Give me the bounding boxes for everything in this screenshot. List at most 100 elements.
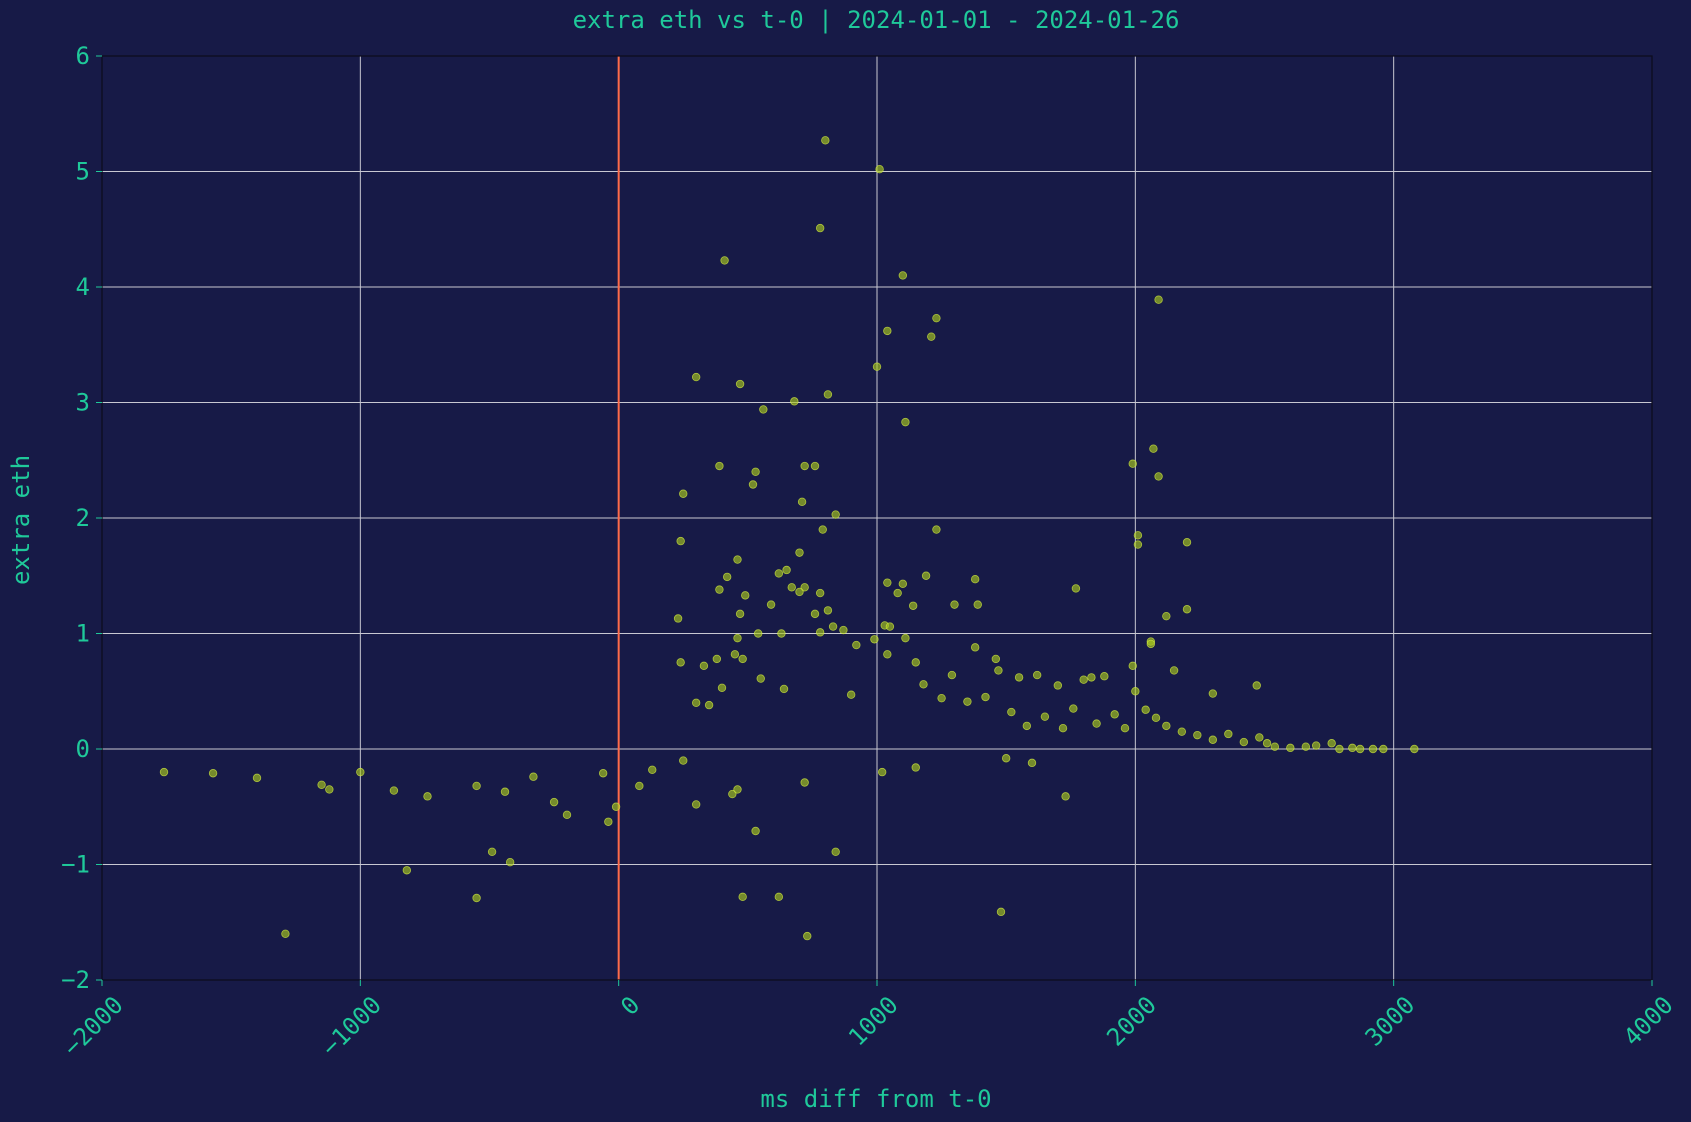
data-point bbox=[852, 640, 861, 650]
data-point bbox=[1061, 792, 1070, 801]
data-point bbox=[970, 575, 980, 584]
data-points bbox=[159, 136, 1419, 941]
data-point bbox=[549, 797, 559, 807]
data-point bbox=[821, 136, 830, 145]
data-point bbox=[733, 633, 742, 643]
data-point bbox=[810, 461, 820, 471]
data-point bbox=[1120, 724, 1130, 733]
data-point bbox=[818, 525, 827, 534]
data-point bbox=[1162, 721, 1171, 731]
data-point bbox=[1255, 733, 1264, 742]
data-point bbox=[598, 769, 608, 778]
data-point bbox=[738, 654, 747, 664]
data-point bbox=[1327, 739, 1336, 748]
data-point bbox=[722, 572, 732, 582]
data-point bbox=[1154, 472, 1163, 481]
data-point bbox=[921, 571, 931, 580]
data-point bbox=[1262, 739, 1272, 748]
data-point bbox=[883, 578, 892, 587]
data-point bbox=[872, 362, 882, 371]
data-point bbox=[402, 866, 412, 875]
data-point bbox=[1069, 704, 1078, 713]
data-point bbox=[751, 467, 760, 476]
data-point bbox=[753, 629, 763, 638]
data-point bbox=[1182, 538, 1192, 547]
data-point bbox=[1133, 540, 1143, 549]
data-point bbox=[159, 767, 169, 777]
data-point bbox=[996, 907, 1006, 917]
data-point bbox=[782, 565, 791, 575]
data-point bbox=[1141, 705, 1150, 714]
data-point bbox=[1131, 687, 1140, 696]
data-point bbox=[831, 847, 840, 856]
data-point bbox=[717, 683, 727, 692]
data-point bbox=[823, 390, 833, 399]
data-point bbox=[919, 680, 928, 689]
data-point bbox=[733, 785, 742, 794]
data-point bbox=[1133, 531, 1143, 540]
data-point bbox=[691, 800, 701, 809]
data-point bbox=[901, 633, 910, 643]
data-point bbox=[676, 658, 685, 667]
data-point bbox=[1027, 758, 1037, 768]
data-point bbox=[472, 781, 481, 791]
data-point bbox=[1169, 666, 1179, 675]
data-point bbox=[1286, 743, 1295, 753]
data-point bbox=[1128, 459, 1137, 468]
data-point bbox=[870, 635, 879, 644]
data-point bbox=[741, 591, 750, 600]
data-point bbox=[779, 684, 789, 694]
data-point bbox=[994, 666, 1003, 675]
data-point bbox=[810, 609, 820, 619]
y-tick-label: 0 bbox=[76, 735, 90, 763]
data-point bbox=[1162, 611, 1171, 621]
data-point bbox=[715, 585, 724, 594]
data-point bbox=[1270, 742, 1280, 751]
data-point bbox=[720, 256, 729, 265]
data-point bbox=[828, 622, 838, 631]
data-point bbox=[774, 569, 784, 578]
data-point bbox=[679, 489, 688, 498]
data-point bbox=[901, 417, 910, 427]
y-tick-label: 4 bbox=[76, 273, 90, 301]
y-tick-label: −2 bbox=[61, 966, 90, 994]
data-point bbox=[815, 628, 825, 637]
data-point bbox=[730, 650, 740, 659]
grid-lines bbox=[101, 55, 1653, 981]
data-point bbox=[738, 892, 747, 902]
data-point bbox=[423, 792, 432, 801]
data-point bbox=[932, 525, 941, 534]
data-point bbox=[712, 654, 722, 664]
data-point bbox=[766, 600, 776, 609]
data-point bbox=[1071, 584, 1081, 593]
y-axis-label: extra eth bbox=[7, 455, 35, 585]
data-point bbox=[1335, 744, 1344, 754]
y-tick-label: −1 bbox=[61, 851, 90, 879]
data-point bbox=[1182, 605, 1192, 614]
data-point bbox=[704, 700, 714, 710]
data-point bbox=[1208, 735, 1218, 744]
data-point bbox=[950, 600, 959, 609]
data-point bbox=[1100, 672, 1109, 681]
data-point bbox=[1079, 675, 1088, 684]
data-point bbox=[875, 164, 884, 174]
data-point bbox=[970, 643, 980, 652]
data-point bbox=[1007, 707, 1016, 717]
data-point bbox=[611, 802, 621, 811]
data-point bbox=[883, 650, 892, 659]
data-point bbox=[883, 326, 892, 336]
data-point bbox=[777, 629, 786, 638]
y-tick-label: 1 bbox=[76, 620, 90, 648]
data-point bbox=[797, 497, 807, 507]
chart-title: extra eth vs t-0 | 2024-01-01 - 2024-01-… bbox=[573, 6, 1180, 34]
data-point bbox=[1208, 689, 1218, 698]
data-point bbox=[1193, 730, 1202, 740]
data-point bbox=[1379, 744, 1388, 754]
data-point bbox=[1146, 639, 1156, 649]
data-point bbox=[673, 614, 683, 623]
data-point bbox=[751, 826, 760, 836]
data-point bbox=[500, 787, 510, 796]
data-point bbox=[1177, 727, 1187, 736]
data-point bbox=[759, 405, 768, 414]
